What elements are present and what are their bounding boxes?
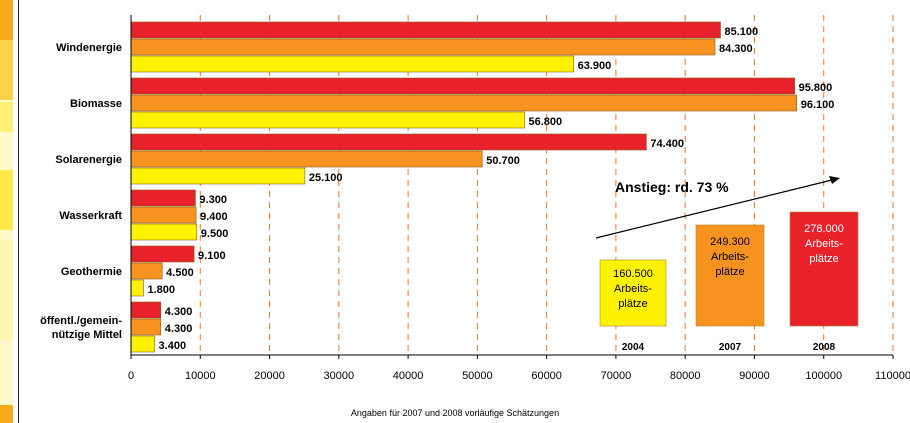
year-label-2008: 2008 — [813, 342, 836, 353]
increase-annotation: Anstieg: rd. 73 % — [615, 179, 729, 195]
annotation: Anstieg: rd. 73 % — [595, 176, 840, 239]
bar-chart: 85.100 95.800 74.400 9.300 9.100 4.300 84.300 9… — [40, 15, 910, 382]
value-label: 3.400 — [159, 340, 187, 352]
left-divider — [18, 0, 19, 423]
year-label-2004: 2004 — [622, 342, 645, 353]
bar-2007-2 — [130, 150, 483, 168]
bar-2007-5 — [130, 318, 162, 336]
x-tick-label: 0 — [128, 370, 134, 382]
bar-2004-5 — [130, 335, 155, 353]
category-label: öffentl./gemein-nützige Mittel — [40, 315, 122, 341]
value-label: 74.400 — [650, 138, 684, 150]
total-box-text: 160.500 — [613, 268, 653, 280]
total-box-text: Arbeits- — [614, 283, 652, 295]
bar-2008-4 — [130, 245, 195, 263]
x-tick-label: 70000 — [601, 370, 632, 382]
bar-2008-3 — [130, 189, 196, 207]
bar-2004-4 — [130, 279, 144, 297]
left-decorative-strip — [0, 0, 13, 423]
bar-2008-1 — [130, 77, 795, 95]
category-labels: Windenergie Biomasse Solarenergie Wasserkra… — [40, 42, 122, 341]
bar-2007-4 — [130, 262, 163, 280]
x-tick-label: 80000 — [670, 370, 701, 382]
bar-2008-2 — [130, 133, 647, 151]
bar-2008-0 — [130, 21, 721, 39]
total-box-text: 249.300 — [710, 236, 750, 248]
value-label: 96.100 — [801, 99, 835, 111]
x-tick-label: 10000 — [185, 370, 216, 382]
x-tick-label: 30000 — [324, 370, 355, 382]
value-label: 85.100 — [725, 26, 759, 38]
total-boxes: 160.500 Arbeits-plätze 2004 249.300 Arbeits-… — [599, 211, 859, 353]
x-axis: 0 10000 20000 30000 40000 50000 60000 70000 8000… — [128, 15, 910, 382]
value-label: 9.500 — [201, 228, 229, 240]
year-label-2007: 2007 — [719, 342, 742, 353]
value-label: 25.100 — [309, 172, 343, 184]
bar-2007-1 — [130, 94, 798, 112]
x-tick-label: 100000 — [805, 370, 842, 382]
bar-2004-2 — [130, 167, 306, 185]
value-label: 63.900 — [578, 60, 612, 72]
value-label: 95.800 — [799, 82, 833, 94]
total-box-2004 — [599, 259, 667, 327]
bar-2004-1 — [130, 111, 525, 129]
footnote: Angaben für 2007 und 2008 vorläufige Sch… — [350, 408, 560, 418]
total-box-text: plätze — [618, 298, 647, 310]
x-tick-label: 60000 — [531, 370, 562, 382]
bar-2007-3 — [130, 206, 197, 224]
x-tick-label: 20000 — [254, 370, 285, 382]
value-label: 9.100 — [198, 250, 226, 262]
category-label: Solarenergie — [55, 154, 122, 166]
bars: 85.100 95.800 74.400 9.300 9.100 4.300 84.300 9… — [130, 21, 835, 353]
bar-2007-0 — [130, 38, 716, 56]
total-box-text: Arbeits- — [805, 238, 843, 250]
total-box-2008 — [789, 211, 859, 327]
x-tick-label: 50000 — [462, 370, 493, 382]
bar-2004-3 — [130, 223, 198, 241]
category-label: Wasserkraft — [59, 210, 122, 222]
value-label: 9.300 — [199, 194, 227, 206]
value-label: 84.300 — [719, 43, 753, 55]
bar-2008-5 — [130, 301, 162, 319]
value-label: 4.300 — [165, 323, 193, 335]
trend-arrow-line — [595, 179, 833, 239]
total-box-text: 278.000 — [804, 223, 844, 235]
value-label: 4.300 — [165, 306, 193, 318]
value-label: 9.400 — [200, 211, 228, 223]
x-tick-label: 90000 — [739, 370, 770, 382]
category-label: Biomasse — [70, 98, 122, 110]
total-box-text: Arbeits- — [711, 251, 749, 263]
value-label: 1.800 — [147, 284, 175, 296]
trend-arrow-head — [829, 176, 840, 184]
value-label: 50.700 — [486, 155, 520, 167]
category-label: Windenergie — [56, 42, 122, 54]
category-label: Geothermie — [61, 266, 122, 278]
x-tick-label: 110000 — [875, 370, 910, 382]
total-box-text: plätze — [715, 266, 744, 278]
total-box-2007 — [695, 224, 765, 327]
total-box-text: plätze — [809, 253, 838, 265]
bar-2004-0 — [130, 55, 574, 73]
value-label: 56.800 — [528, 116, 562, 128]
value-label: 4.500 — [166, 267, 194, 279]
x-tick-label: 40000 — [393, 370, 424, 382]
